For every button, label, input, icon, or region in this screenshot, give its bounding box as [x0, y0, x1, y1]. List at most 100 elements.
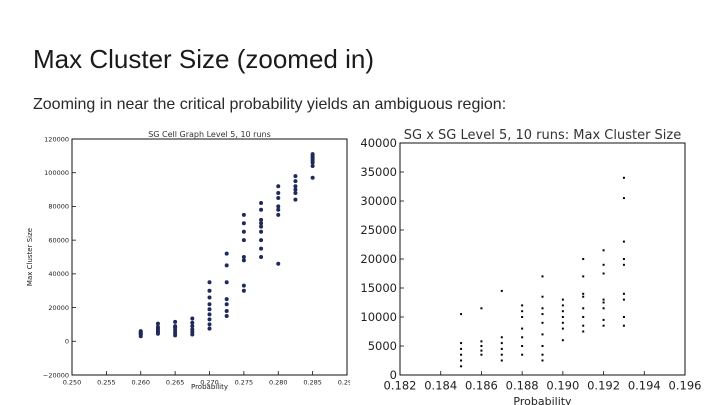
data-point [276, 207, 281, 212]
data-point [500, 289, 503, 292]
data-point [224, 297, 229, 302]
data-point [602, 301, 605, 304]
data-point [310, 175, 315, 180]
data-point [293, 187, 298, 192]
data-point [541, 353, 544, 356]
data-point [582, 295, 585, 298]
x-tick-label: 0.270 [200, 379, 219, 387]
data-point [138, 329, 143, 334]
x-tick-label: 0.250 [63, 379, 82, 387]
data-point [521, 345, 524, 347]
data-point [460, 342, 463, 345]
y-tick-label: 10000 [360, 310, 397, 324]
data-point [241, 238, 246, 243]
data-point [293, 197, 298, 202]
data-point [207, 295, 212, 300]
x-tick-label: 0.184 [424, 379, 457, 393]
data-point [207, 302, 212, 307]
data-point [207, 307, 212, 312]
data-point [561, 316, 564, 318]
data-point [582, 324, 585, 327]
x-tick-label: 0.290 [338, 379, 350, 387]
data-point [582, 275, 585, 278]
data-point [521, 316, 524, 318]
data-point [190, 327, 195, 332]
plot-frame [399, 142, 686, 376]
x-tick-label: 0.188 [506, 379, 539, 393]
data-point [622, 263, 625, 266]
x-tick-label: 0.186 [465, 379, 498, 393]
slide-title: Max Cluster Size (zoomed in) [33, 44, 374, 74]
data-point [241, 288, 246, 293]
plot-frame [71, 138, 348, 376]
data-point [207, 322, 212, 327]
data-point [500, 342, 503, 345]
data-point [276, 184, 281, 189]
data-point [622, 298, 625, 301]
data-point [207, 326, 212, 331]
data-point [224, 308, 229, 313]
data-point [259, 207, 264, 212]
data-point [500, 359, 503, 362]
data-point [241, 212, 246, 217]
data-point [207, 312, 212, 317]
data-point [293, 174, 298, 179]
x-tick-label: 0.285 [303, 379, 322, 387]
data-point [602, 263, 605, 266]
data-point [521, 304, 524, 307]
data-point [480, 340, 483, 343]
data-point [622, 240, 625, 243]
data-point [521, 336, 524, 339]
y-tick-label: 80000 [48, 203, 69, 211]
y-tick-label: 20000 [360, 252, 397, 266]
data-point [190, 316, 195, 321]
data-point [276, 261, 281, 266]
data-point [602, 249, 605, 252]
data-point [207, 288, 212, 293]
data-point [541, 275, 544, 278]
data-point [541, 295, 544, 298]
data-point [310, 163, 315, 168]
data-point [622, 324, 625, 327]
y-tick-label: 35000 [360, 165, 397, 179]
data-point [541, 321, 544, 324]
data-point [259, 238, 264, 243]
chart-title: SG Cell Graph Level 5, 10 runs [148, 130, 271, 139]
data-point [207, 280, 212, 285]
data-point [293, 184, 298, 189]
y-tick-label: 0 [390, 368, 397, 382]
data-point [259, 229, 264, 234]
data-point [500, 347, 503, 350]
chart-sg-x-sg: SG x SG Level 5, 10 runs: Max Cluster Si… [360, 128, 702, 405]
data-point [561, 310, 564, 313]
data-point [582, 330, 585, 333]
data-point [602, 272, 605, 275]
x-tick-label: 0.192 [587, 379, 620, 393]
x-axis-label: Probability [191, 383, 228, 391]
data-point [241, 221, 246, 226]
data-point [276, 204, 281, 209]
y-tick-label: 0 [65, 338, 69, 346]
data-point [460, 359, 463, 362]
data-point [155, 321, 160, 326]
x-tick-label: 0.182 [384, 379, 417, 393]
data-point [602, 318, 605, 321]
data-point [500, 353, 503, 356]
data-point [241, 229, 246, 234]
x-tick-label: 0.196 [669, 379, 702, 393]
data-point [259, 201, 264, 206]
data-point [622, 258, 625, 260]
data-point [582, 307, 585, 310]
data-point [224, 302, 229, 307]
data-point [602, 298, 605, 301]
data-point [480, 307, 483, 310]
data-point [224, 280, 229, 285]
data-point [582, 258, 585, 260]
x-tick-label: 0.265 [166, 379, 185, 387]
data-point [293, 179, 298, 184]
data-point [622, 176, 625, 179]
data-point [561, 304, 564, 307]
data-point [259, 217, 264, 222]
data-point [622, 316, 625, 318]
x-tick-label: 0.275 [235, 379, 254, 387]
